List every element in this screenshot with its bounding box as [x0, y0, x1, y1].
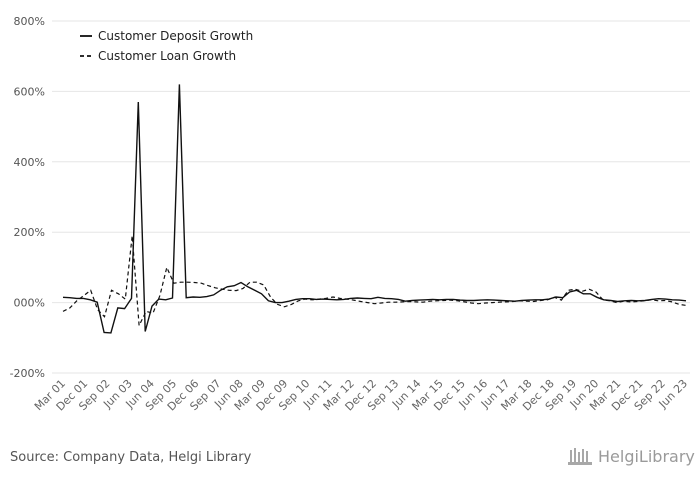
- legend: Customer Deposit Growth Customer Loan Gr…: [80, 29, 253, 63]
- series-lines: [62, 84, 687, 334]
- y-tick-label: 200%: [14, 226, 45, 239]
- legend-label-deposit: Customer Deposit Growth: [98, 29, 253, 43]
- y-tick-label: 400%: [14, 156, 45, 169]
- series-loan-growth-line: [62, 235, 687, 328]
- helgi-library-logo: HelgiLibrary: [568, 446, 695, 466]
- series-deposit-growth-line: [62, 84, 687, 334]
- legend-item-loan: Customer Loan Growth: [80, 49, 236, 63]
- legend-item-deposit: Customer Deposit Growth: [80, 29, 253, 43]
- grid-lines: [52, 20, 690, 374]
- logo-text: HelgiLibrary: [598, 446, 695, 466]
- source-note: Source: Company Data, Helgi Library: [10, 450, 252, 465]
- y-tick-label: 600%: [14, 85, 45, 98]
- library-building-icon: [568, 448, 592, 465]
- y-tick-label: -200%: [10, 367, 45, 380]
- y-tick-label: 800%: [14, 15, 45, 28]
- y-axis-ticks: 800% 600% 400% 200% 000% -200%: [10, 15, 45, 380]
- legend-label-loan: Customer Loan Growth: [98, 49, 236, 63]
- y-tick-label: 000%: [14, 297, 45, 310]
